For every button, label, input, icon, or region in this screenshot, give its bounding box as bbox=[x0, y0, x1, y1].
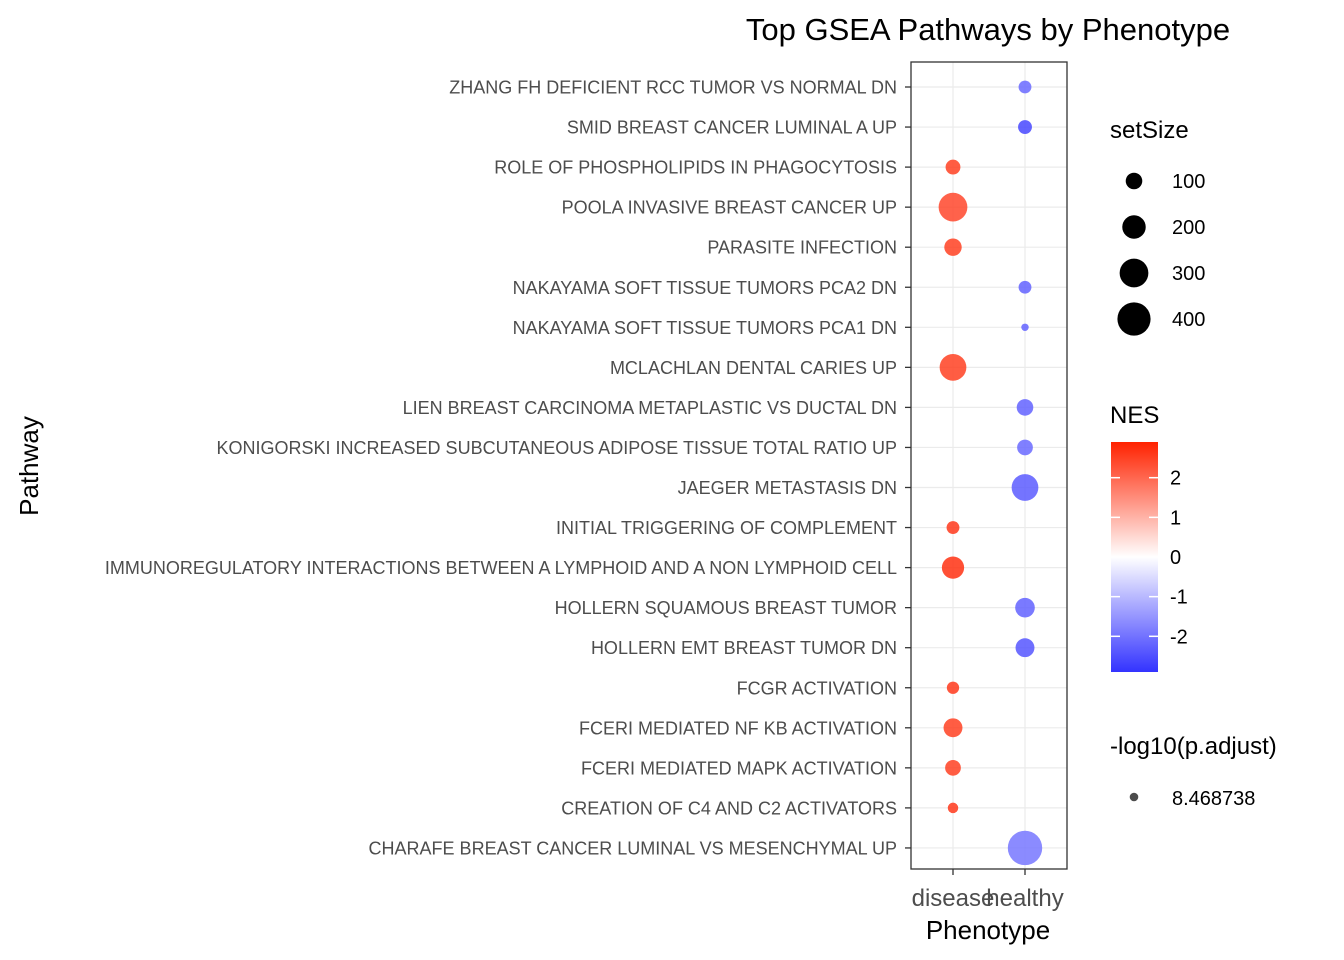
y-tick-label: CREATION OF C4 AND C2 ACTIVATORS bbox=[561, 798, 897, 818]
legend-nes: NES 2 1 0 -1 -2 bbox=[1110, 402, 1188, 672]
legend-alpha-key bbox=[1129, 792, 1139, 802]
y-tick-label: IMMUNOREGULATORY INTERACTIONS BETWEEN A … bbox=[105, 558, 897, 578]
data-point bbox=[1018, 120, 1032, 134]
y-tick-label: MCLACHLAN DENTAL CARIES UP bbox=[610, 358, 897, 378]
data-point bbox=[946, 681, 960, 694]
legend-padjust-title: -log10(p.adjust) bbox=[1110, 733, 1277, 760]
legend-size-label: 400 bbox=[1172, 309, 1205, 331]
data-point bbox=[941, 556, 965, 579]
panel-background bbox=[911, 62, 1067, 869]
y-tick-label: ROLE OF PHOSPHOLIPIDS IN PHAGOCYTOSIS bbox=[494, 158, 897, 178]
data-point bbox=[1018, 80, 1032, 94]
legend-setsize: setSize 100 200 300 400 bbox=[1110, 117, 1205, 336]
y-tick-label: SMID BREAST CANCER LUMINAL A UP bbox=[567, 118, 897, 138]
legend-size-label: 300 bbox=[1172, 263, 1205, 285]
y-tick-label: CHARAFE BREAST CANCER LUMINAL VS MESENCH… bbox=[369, 838, 897, 858]
data-point bbox=[1007, 830, 1043, 866]
y-tick-label: LIEN BREAST CARCINOMA METAPLASTIC VS DUC… bbox=[403, 398, 897, 418]
data-point bbox=[947, 802, 959, 814]
y-axis-label: Pathway bbox=[14, 416, 44, 516]
colorbar-label: 0 bbox=[1170, 547, 1181, 569]
data-point bbox=[1016, 399, 1034, 416]
legend-size-label: 200 bbox=[1172, 217, 1205, 239]
legend-nes-title: NES bbox=[1110, 402, 1159, 429]
legend-size-key bbox=[1119, 258, 1149, 288]
legend-size-label: 100 bbox=[1172, 171, 1205, 193]
y-tick-label: JAEGER METASTASIS DN bbox=[678, 478, 897, 498]
y-tick-label: FCGR ACTIVATION bbox=[737, 678, 897, 698]
colorbar-label: -2 bbox=[1170, 626, 1188, 648]
data-point bbox=[945, 159, 961, 175]
data-point bbox=[1015, 638, 1035, 658]
legend-padjust: -log10(p.adjust) 8.468738 bbox=[1110, 733, 1277, 810]
plot-panel bbox=[910, 61, 1068, 870]
y-axis-ticks: ZHANG FH DEFICIENT RCC TUMOR VS NORMAL D… bbox=[105, 78, 911, 858]
y-tick-label: KONIGORSKI INCREASED SUBCUTANEOUS ADIPOS… bbox=[217, 438, 897, 458]
data-point bbox=[1015, 597, 1035, 618]
colorbar-label: 2 bbox=[1170, 468, 1181, 490]
data-point bbox=[1017, 439, 1033, 456]
y-tick-label: INITIAL TRIGGERING OF COMPLEMENT bbox=[556, 518, 897, 538]
chart-title: Top GSEA Pathways by Phenotype bbox=[746, 12, 1230, 47]
x-tick-label: disease bbox=[912, 885, 995, 912]
legend-alpha-label: 8.468738 bbox=[1172, 788, 1255, 810]
legend-setsize-title: setSize bbox=[1110, 117, 1189, 144]
data-point bbox=[1018, 280, 1032, 294]
x-tick-label: healthy bbox=[986, 885, 1063, 912]
legend-size-key bbox=[1122, 215, 1146, 239]
data-point bbox=[939, 353, 967, 381]
data-point bbox=[943, 718, 963, 738]
colorbar-label: 1 bbox=[1170, 507, 1181, 529]
x-axis-label: Phenotype bbox=[926, 915, 1050, 945]
data-point bbox=[945, 759, 961, 776]
data-points bbox=[938, 80, 1043, 866]
y-tick-label: FCERI MEDIATED NF KB ACTIVATION bbox=[579, 718, 897, 738]
y-tick-label: HOLLERN EMT BREAST TUMOR DN bbox=[591, 638, 897, 658]
y-tick-label: POOLA INVASIVE BREAST CANCER UP bbox=[562, 198, 897, 218]
data-point bbox=[946, 521, 960, 534]
data-point bbox=[938, 192, 968, 222]
y-tick-label: PARASITE INFECTION bbox=[707, 238, 897, 258]
legend-size-key bbox=[1125, 172, 1143, 190]
y-tick-label: FCERI MEDIATED MAPK ACTIVATION bbox=[581, 758, 897, 778]
y-tick-label: NAKAYAMA SOFT TISSUE TUMORS PCA1 DN bbox=[513, 318, 897, 338]
data-point bbox=[944, 238, 962, 256]
y-tick-label: HOLLERN SQUAMOUS BREAST TUMOR bbox=[555, 598, 897, 618]
y-tick-label: NAKAYAMA SOFT TISSUE TUMORS PCA2 DN bbox=[513, 278, 897, 298]
data-point bbox=[1021, 323, 1029, 332]
colorbar-label: -1 bbox=[1170, 587, 1188, 609]
data-point bbox=[1011, 474, 1039, 501]
legend-size-key bbox=[1117, 302, 1151, 336]
panel-border bbox=[910, 61, 1068, 870]
y-tick-label: ZHANG FH DEFICIENT RCC TUMOR VS NORMAL D… bbox=[449, 78, 897, 98]
